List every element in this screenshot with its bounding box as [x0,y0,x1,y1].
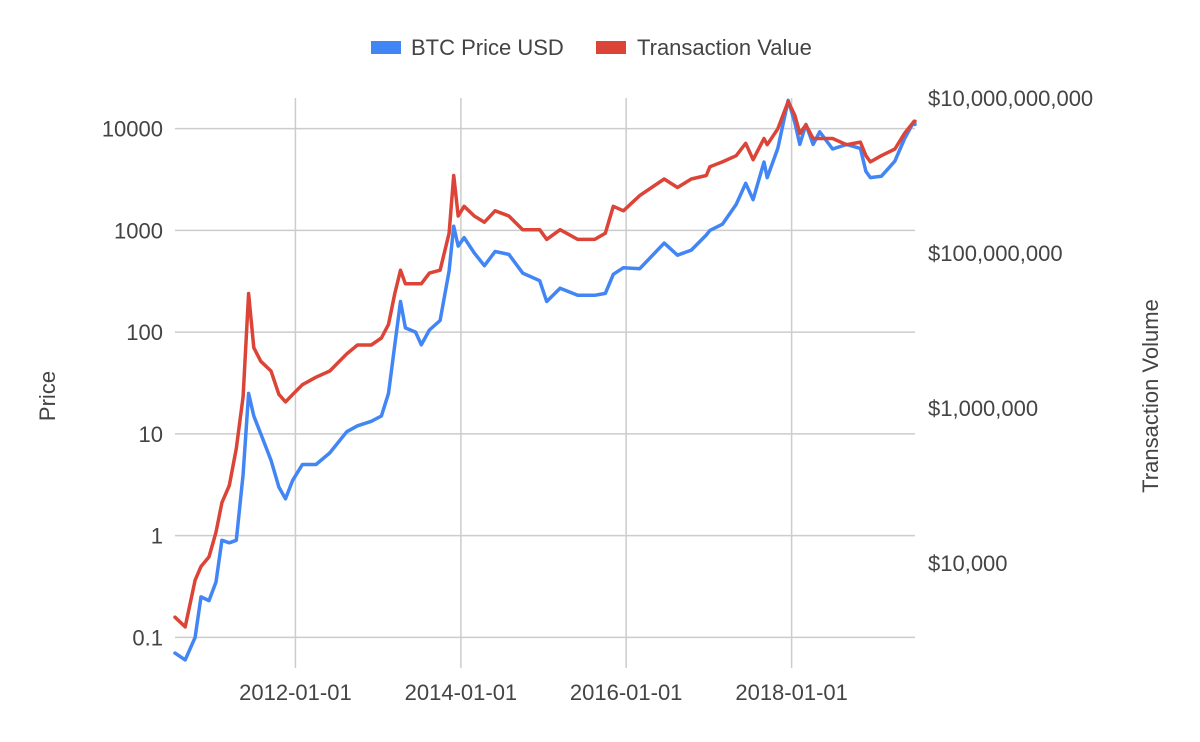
y-right-tick-label: $1,000,000 [928,396,1038,421]
y-axis-right-title: Transaction Volume [1138,299,1163,493]
x-tick-label: 2012-01-01 [239,680,352,705]
y-left-tick-label: 0.1 [132,625,163,650]
series-line-transaction-value [173,99,917,629]
y-axis-left-title: Price [35,371,60,421]
legend-label-transaction-value[interactable]: Transaction Value [637,35,812,60]
x-axis-ticks: 2012-01-01 2014-01-01 2016-01-01 2018-01-01 [239,680,848,705]
y-left-tick-label: 100 [126,320,163,345]
y-axis-left-ticks: 0.1 1 10 100 1000 10000 [102,117,163,651]
y-axis-right-ticks: $10,000 $1,000,000 $100,000,000 $10,000,000… [928,86,1093,576]
y-left-tick-label: 1000 [114,218,163,243]
legend: BTC Price USD Transaction Value [371,35,812,60]
y-right-tick-label: $100,000,000 [928,241,1063,266]
series-line-btc-price [173,98,917,662]
legend-label-btc-price[interactable]: BTC Price USD [411,35,564,60]
legend-swatch-transaction-value[interactable] [596,41,626,54]
x-tick-label: 2014-01-01 [405,680,518,705]
y-left-tick-label: 10000 [102,117,163,142]
y-left-tick-label: 10 [139,422,163,447]
y-right-tick-label: $10,000 [928,551,1008,576]
legend-swatch-btc-price[interactable] [371,41,401,54]
x-tick-label: 2018-01-01 [735,680,848,705]
y-left-tick-label: 1 [151,524,163,549]
series-lines [173,98,917,662]
gridlines [175,98,915,668]
x-tick-label: 2016-01-01 [570,680,683,705]
y-right-tick-label: $10,000,000,000 [928,86,1093,111]
